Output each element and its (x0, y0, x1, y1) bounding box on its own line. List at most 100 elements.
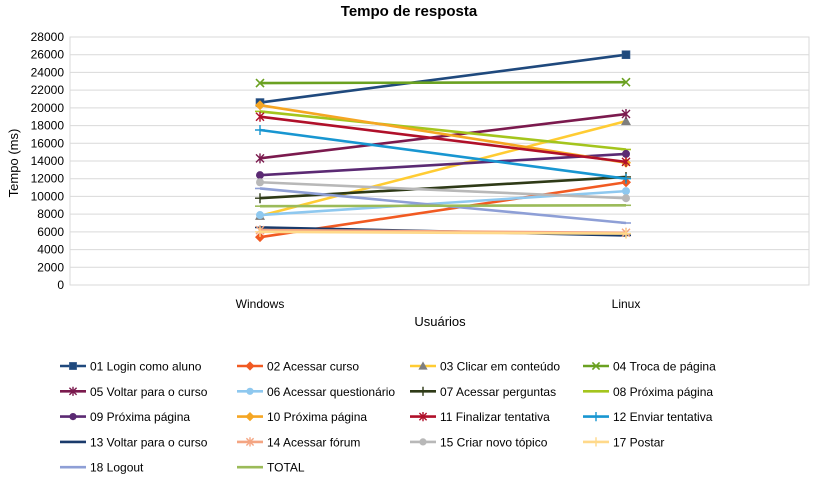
data-point (255, 232, 265, 243)
legend-label: TOTAL (267, 461, 305, 475)
series-line (259, 128, 627, 181)
series-group (255, 111, 631, 167)
series-group (256, 178, 630, 203)
data-point (621, 77, 631, 87)
data-point (418, 412, 428, 422)
legend-entry: 12 Enviar tentativa (583, 410, 713, 424)
data-point (622, 194, 630, 203)
y-tick-label: 12000 (31, 172, 65, 186)
legend-entry: 14 Acessar fórum (237, 435, 360, 449)
series-line (259, 53, 627, 104)
legend-label: 14 Acessar fórum (267, 435, 360, 449)
data-point (418, 386, 428, 396)
data-point (621, 228, 631, 239)
series-group (255, 125, 631, 184)
data-point (622, 187, 630, 196)
legend-label: 08 Próxima página (613, 385, 713, 399)
y-axis-label: Tempo (ms) (6, 129, 21, 198)
legend-entry: 09 Próxima página (60, 410, 190, 424)
data-point (245, 361, 255, 371)
legend-label: 01 Login como aluno (90, 360, 202, 374)
data-point (255, 111, 265, 122)
series-line (259, 152, 627, 177)
data-point (621, 50, 631, 60)
data-point (255, 125, 265, 135)
data-point (591, 437, 601, 447)
y-tick-label: 22000 (31, 83, 65, 97)
series-group (255, 77, 631, 88)
series-group (255, 171, 631, 204)
series-group (255, 226, 631, 239)
data-point (255, 153, 265, 164)
legend-entry: 04 Troca de página (583, 360, 716, 374)
legend: 01 Login como aluno 02 Acessar curso 03 Cl… (60, 360, 716, 475)
legend-label: 07 Acessar perguntas (440, 385, 556, 399)
data-point (245, 437, 255, 447)
data-point (621, 109, 631, 120)
legend-label: 12 Enviar tentativa (613, 410, 713, 424)
legend-entry: 05 Voltar para o curso (60, 385, 208, 399)
series-group (256, 149, 630, 180)
data-point (245, 412, 255, 422)
data-point (256, 171, 264, 180)
data-point (256, 211, 264, 220)
legend-label: 03 Clicar em conteúdo (440, 360, 560, 374)
data-point (255, 193, 265, 204)
legend-label: 09 Próxima página (90, 410, 190, 424)
y-tick-label: 8000 (37, 207, 64, 221)
legend-label: 10 Próxima página (267, 410, 367, 424)
legend-entry: 11 Finalizar tentativa (410, 410, 550, 424)
y-tick-label: 14000 (31, 154, 65, 168)
y-tick-label: 16000 (31, 136, 65, 150)
series-group (255, 203, 631, 208)
legend-entry: 18 Logout (60, 461, 144, 475)
y-tick-label: 0 (57, 278, 64, 292)
y-tick-label: 20000 (31, 101, 65, 115)
data-point (591, 412, 601, 422)
legend-label: 05 Voltar para o curso (90, 385, 208, 399)
data-point (246, 387, 254, 395)
data-point (69, 362, 77, 370)
y-tick-label: 2000 (37, 260, 64, 274)
data-point (622, 149, 630, 158)
series-line (259, 80, 627, 85)
legend-label: 17 Postar (613, 435, 664, 449)
series-group (255, 109, 631, 164)
legend-entry: 07 Acessar perguntas (410, 385, 556, 399)
series-group (255, 110, 631, 151)
data-point (419, 438, 427, 446)
legend-label: 13 Voltar para o curso (90, 435, 208, 449)
series-line (259, 112, 627, 160)
legend-label: 06 Acessar questionário (267, 385, 395, 399)
x-axis-label: Usuários (414, 314, 466, 329)
series-line (259, 180, 627, 200)
x-tick-label: Windows (236, 297, 285, 311)
plot-area: 0 2000 4000 6000 8000 10000 12000 14000 16000 180… (31, 30, 810, 311)
data-point (69, 413, 77, 421)
legend-label: 15 Criar novo tópico (440, 435, 548, 449)
legend-entry: TOTAL (237, 461, 305, 475)
chart-title: Tempo de resposta (341, 3, 478, 20)
legend-entry: 08 Próxima página (583, 385, 713, 399)
y-tick-label: 28000 (31, 30, 65, 44)
x-tick-label: Linux (612, 297, 641, 311)
series-line (259, 115, 627, 164)
legend-entry: 06 Acessar questionário (237, 385, 395, 399)
legend-entry: 02 Acessar curso (237, 360, 359, 374)
legend-entry: 03 Clicar em conteúdo (410, 360, 560, 374)
series-line (259, 119, 627, 218)
y-tick-label: 6000 (37, 225, 64, 239)
series-line (259, 203, 627, 208)
data-point (591, 361, 601, 371)
y-tick-label: 26000 (31, 48, 65, 62)
legend-entry: 17 Postar (583, 435, 664, 449)
legend-label: 18 Logout (90, 461, 144, 475)
data-point (256, 178, 264, 187)
legend-entry: 15 Criar novo tópico (410, 435, 548, 449)
legend-entry: 01 Login como aluno (60, 360, 202, 374)
data-point (621, 173, 631, 184)
y-tick-label: 24000 (31, 65, 65, 79)
y-tick-label: 18000 (31, 119, 65, 133)
